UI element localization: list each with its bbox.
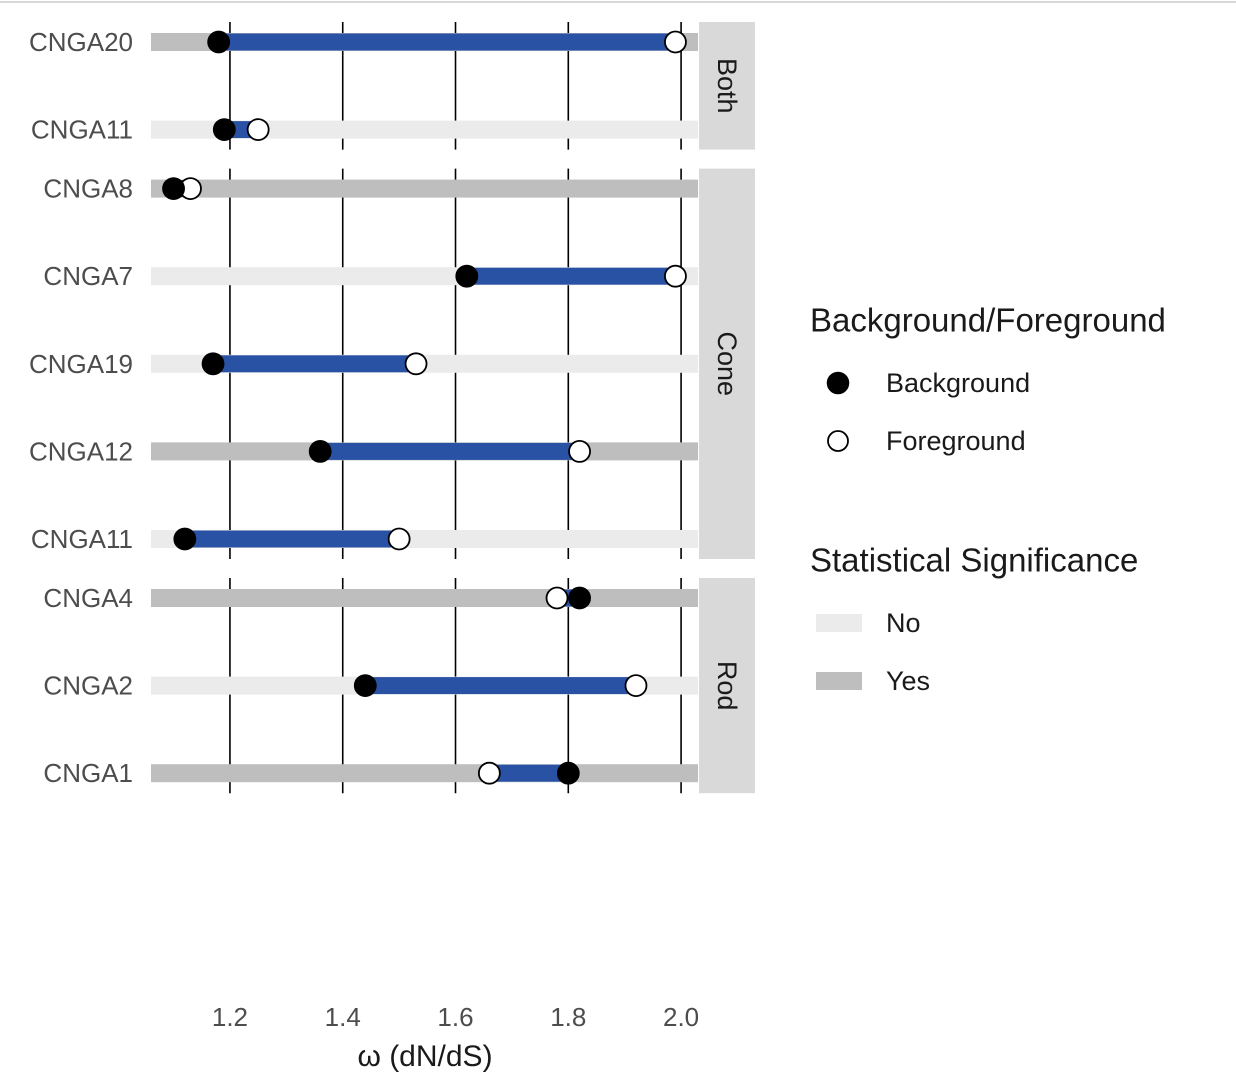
strip-label-both: Both (712, 58, 742, 114)
foreground-point (477, 761, 501, 785)
legend-item-label: No (886, 608, 921, 638)
legend-item-label: Yes (886, 666, 930, 696)
legend-title: Background/Foreground (810, 302, 1166, 339)
x-tick-label: 1.8 (550, 1002, 586, 1032)
connector-bar (218, 33, 676, 51)
foreground-point (664, 264, 687, 288)
foreground-point (545, 586, 569, 610)
strip-label-cone: Cone (712, 332, 742, 397)
row-cone-cnga7: CNGA7 (43, 261, 698, 291)
y-axis-label: CNGA1 (43, 758, 133, 788)
panels-layer: Both CNGA20 CNGA11 Cone CNGA8 CNGA7 CNGA19 CNGA… (29, 22, 755, 794)
background-point (162, 177, 185, 201)
background-point (455, 264, 479, 288)
panel-cone: Cone CNGA8 CNGA7 CNGA19 CNGA12 CNGA11 (29, 168, 755, 559)
legend-statistical-significance: Statistical Significance No Yes (810, 542, 1138, 697)
legend-item-label: Foreground (886, 426, 1026, 456)
foreground-point (404, 352, 428, 376)
legend-item-label: Background (886, 368, 1030, 398)
foreground-point (387, 527, 411, 551)
x-tick-label: 1.4 (325, 1002, 361, 1032)
legend-key-band (816, 672, 862, 690)
background-point (173, 527, 197, 551)
y-axis-label: CNGA4 (43, 583, 133, 613)
legend-title: Statistical Significance (810, 542, 1138, 579)
legend-key-band (816, 614, 862, 632)
strip-cone (699, 168, 755, 559)
x-axis-title: ω (dN/dS) (357, 1040, 492, 1073)
significance-band (151, 120, 698, 139)
background-point (201, 352, 225, 376)
legend-key-open-circle (827, 430, 849, 452)
row-both-cnga11: CNGA11 (31, 115, 698, 145)
background-point (207, 30, 231, 54)
strip-rod (699, 578, 755, 794)
x-axis: 1.2 1.4 1.6 1.8 2.0 (212, 1002, 699, 1032)
panel-both: Both CNGA20 CNGA11 (29, 22, 755, 150)
legend-background-foreground: Background/Foreground Background Foregroun… (810, 302, 1166, 457)
y-axis-label: CNGA11 (31, 524, 133, 554)
row-rod-cnga1: CNGA1 (43, 758, 698, 788)
y-axis-label: CNGA20 (29, 27, 133, 57)
strip-both (699, 22, 755, 150)
foreground-point (624, 674, 648, 697)
legend-key-filled-circle (826, 371, 850, 395)
legend-layer: Background/Foreground Background Foregroun… (810, 302, 1166, 697)
significance-band (151, 589, 698, 607)
significance-band (151, 764, 698, 783)
row-rod-cnga4: CNGA4 (43, 583, 698, 613)
foreground-point (568, 439, 591, 463)
y-axis-label: CNGA7 (43, 261, 133, 291)
row-rod-cnga2: CNGA2 (43, 671, 698, 701)
row-cone-cnga11: CNGA11 (31, 524, 698, 554)
background-point (556, 761, 580, 785)
strip-label-rod: Rod (712, 661, 742, 711)
significance-band (151, 179, 698, 198)
row-cone-cnga19: CNGA19 (29, 349, 698, 379)
row-both-cnga20: CNGA20 (29, 27, 698, 57)
y-axis-label: CNGA2 (43, 671, 133, 701)
connector-bar (213, 355, 417, 373)
foreground-point (246, 118, 270, 142)
row-cone-cnga12: CNGA12 (29, 436, 698, 466)
connector-bar (184, 530, 400, 548)
y-axis-label: CNGA19 (29, 349, 133, 379)
panel-rod: Rod CNGA4 CNGA2 CNGA1 (43, 578, 755, 794)
background-point (353, 674, 377, 697)
x-tick-label: 2.0 (663, 1002, 699, 1032)
y-axis-label: CNGA11 (31, 115, 133, 145)
connector-bar (365, 677, 636, 695)
row-cone-cnga8: CNGA8 (43, 174, 698, 204)
background-point (568, 586, 591, 610)
x-tick-label: 1.6 (437, 1002, 473, 1032)
connector-bar (466, 267, 676, 285)
y-axis-label: CNGA12 (29, 436, 133, 466)
background-point (308, 439, 332, 463)
x-tick-label: 1.2 (212, 1002, 248, 1032)
connector-bar (489, 764, 569, 782)
background-point (212, 118, 236, 142)
foreground-point (664, 30, 687, 54)
connector-bar (320, 442, 580, 460)
y-axis-label: CNGA8 (43, 174, 133, 204)
